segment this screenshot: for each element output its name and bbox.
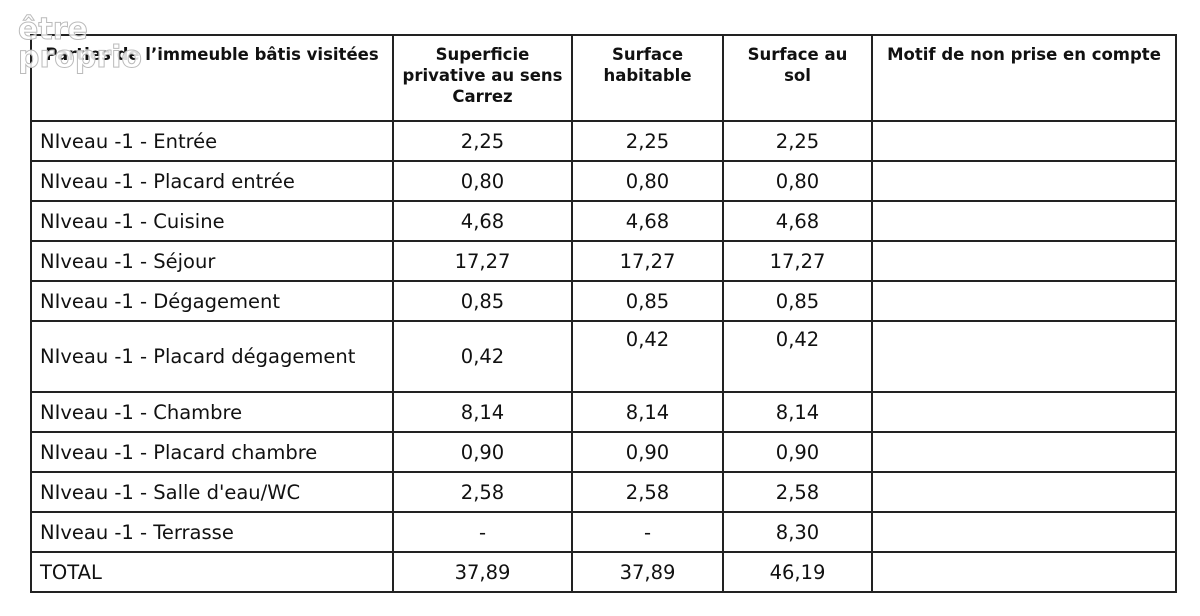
row-label: NIveau -1 - Placard dégagement xyxy=(30,320,394,393)
row-label: NIveau -1 - Placard chambre xyxy=(30,431,394,473)
table-row: NIveau -1 - Placard entrée 0,80 0,80 0,80 xyxy=(30,160,1177,202)
area-cell: 2,58 xyxy=(722,471,873,513)
area-cell: 0,85 xyxy=(722,280,873,322)
empty-cell xyxy=(871,511,1177,553)
empty-cell xyxy=(871,280,1177,322)
area-cell: 2,58 xyxy=(571,471,724,513)
area-cell: 0,85 xyxy=(392,280,573,322)
table-body: NIveau -1 - Entrée 2,25 2,25 2,25 NIveau -1 … xyxy=(30,120,1177,593)
area-cell: 17,27 xyxy=(392,240,573,282)
area-cell: 0,80 xyxy=(571,160,724,202)
area-cell: 2,25 xyxy=(571,120,724,162)
header-cell: Parties de l’immeuble bâtis visitées xyxy=(30,34,394,122)
table-row: NIveau -1 - Placard chambre 0,90 0,90 0,90 xyxy=(30,431,1177,473)
table-row: NIveau -1 - Chambre 8,14 8,14 8,14 xyxy=(30,391,1177,433)
area-cell: - xyxy=(392,511,573,553)
area-cell: 46,19 xyxy=(722,551,873,593)
row-label: NIveau -1 - Séjour xyxy=(30,240,394,282)
area-cell: 2,58 xyxy=(392,471,573,513)
area-cell: 17,27 xyxy=(571,240,724,282)
area-cell: 8,14 xyxy=(571,391,724,433)
row-label: NIveau -1 - Terrasse xyxy=(30,511,394,553)
empty-cell xyxy=(871,391,1177,433)
row-label: NIveau -1 - Entrée xyxy=(30,120,394,162)
area-cell: 37,89 xyxy=(571,551,724,593)
area-cell: 17,27 xyxy=(722,240,873,282)
header-row: Parties de l’immeuble bâtis visitées Supe… xyxy=(30,34,1177,122)
area-cell: 4,68 xyxy=(392,200,573,242)
empty-cell xyxy=(871,200,1177,242)
empty-cell xyxy=(871,431,1177,473)
area-cell: 4,68 xyxy=(722,200,873,242)
empty-cell xyxy=(871,471,1177,513)
area-cell: 4,68 xyxy=(571,200,724,242)
row-label: NIveau -1 - Chambre xyxy=(30,391,394,433)
area-cell: 8,14 xyxy=(392,391,573,433)
row-label: NIveau -1 - Cuisine xyxy=(30,200,394,242)
area-cell: 0,42 xyxy=(571,320,724,393)
area-cell: 2,25 xyxy=(722,120,873,162)
table-row: NIveau -1 - Terrasse - -8,30 xyxy=(30,511,1177,553)
header-cell: Superficie privative au sens Carrez xyxy=(392,34,573,122)
table-row: NIveau -1 - Placard dégagement 0,42 0,42 0,… xyxy=(30,320,1177,393)
row-label: NIveau -1 - Dégagement xyxy=(30,280,394,322)
area-cell: 0,42 xyxy=(392,320,573,393)
area-cell: 0,85 xyxy=(571,280,724,322)
area-cell: 0,80 xyxy=(722,160,873,202)
watermark: être proprio xyxy=(17,12,143,75)
empty-cell xyxy=(871,320,1177,393)
empty-cell xyxy=(871,160,1177,202)
row-label: NIveau -1 - Salle d'eau/WC xyxy=(30,471,394,513)
area-cell: - xyxy=(571,511,724,553)
table-row: NIveau -1 - Entrée 2,25 2,25 2,25 xyxy=(30,120,1177,162)
table-row: NIveau -1 - Dégagement 0,85 0,85 0,85 xyxy=(30,280,1177,322)
area-cell: 0,90 xyxy=(571,431,724,473)
surface-table: Parties de l’immeuble bâtis visitées Supe… xyxy=(30,34,1177,593)
table-row: NIveau -1 - Cuisine 4,68 4,68 4,68 xyxy=(30,200,1177,242)
empty-cell xyxy=(871,120,1177,162)
header-cell: Surface au sol xyxy=(722,34,873,122)
area-cell: 2,25 xyxy=(392,120,573,162)
area-cell: 0,80 xyxy=(392,160,573,202)
area-cell: 0,90 xyxy=(722,431,873,473)
row-label: NIveau -1 - Placard entrée xyxy=(30,160,394,202)
watermark-line: proprio xyxy=(17,40,143,75)
empty-cell xyxy=(871,551,1177,593)
header-cell: Motif de non prise en compte xyxy=(871,34,1177,122)
table-row: TOTAL 37,89 37,89 46,19 xyxy=(30,551,1177,593)
row-label: TOTAL xyxy=(30,551,394,593)
area-cell: 0,42 xyxy=(722,320,873,393)
watermark-line: être xyxy=(17,12,88,47)
area-cell: 37,89 xyxy=(392,551,573,593)
table-row: NIveau -1 - Salle d'eau/WC 2,58 2,58 2,58 xyxy=(30,471,1177,513)
area-cell: 0,90 xyxy=(392,431,573,473)
area-cell: 8,14 xyxy=(722,391,873,433)
table-row: NIveau -1 - Séjour 17,27 17,27 17,27 xyxy=(30,240,1177,282)
area-cell: 8,30 xyxy=(722,511,873,553)
empty-cell xyxy=(871,240,1177,282)
header-cell: Surface habitable xyxy=(571,34,724,122)
